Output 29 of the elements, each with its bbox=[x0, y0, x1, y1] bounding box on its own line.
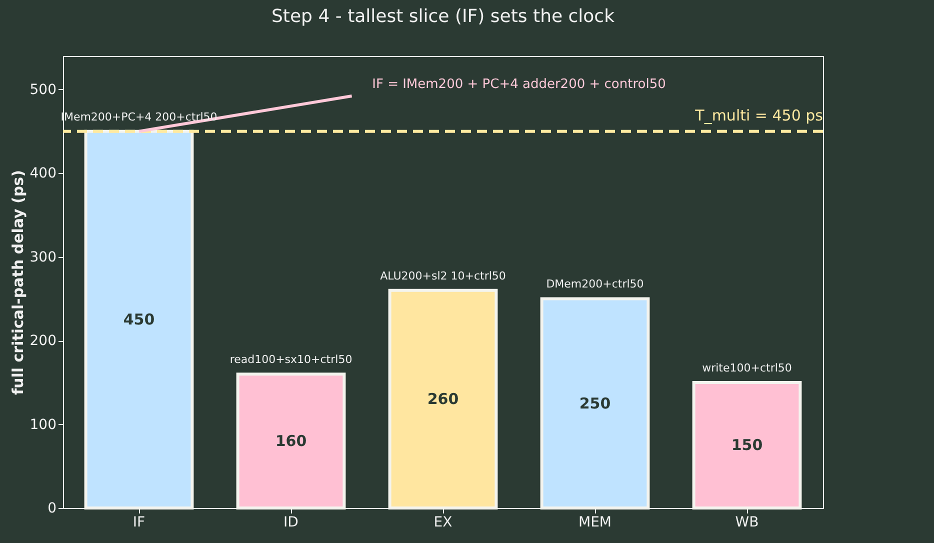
annotation: write100+ctrl50 bbox=[702, 361, 792, 374]
x-tick-label: IF bbox=[132, 514, 146, 530]
y-tick-label: 100 bbox=[30, 416, 56, 433]
bar bbox=[692, 380, 802, 510]
y-tick-label: 200 bbox=[30, 333, 56, 350]
bar bbox=[236, 372, 346, 510]
y-tick-label: 500 bbox=[30, 82, 56, 98]
chart-title: Step 4 - tallest slice (IF) sets the clock bbox=[271, 6, 616, 27]
annotation: DMem200+ctrl50 bbox=[546, 278, 644, 291]
bar bbox=[540, 297, 650, 510]
x-tick-label: ID bbox=[284, 514, 298, 530]
data-label: 450 bbox=[123, 310, 155, 329]
data-label: 260 bbox=[427, 390, 459, 408]
x-tick-label: MEM bbox=[578, 514, 612, 530]
x-tick-label: WB bbox=[735, 514, 759, 530]
bar bbox=[388, 288, 498, 510]
annotation: ALU200+sl2 10+ctrl50 bbox=[380, 269, 506, 282]
y-tick-label: 300 bbox=[30, 249, 56, 266]
annotation: IF = IMem200 + PC+4 adder200 + control50 bbox=[372, 77, 666, 92]
y-tick-label: 400 bbox=[30, 166, 56, 182]
x-tick-label: EX bbox=[434, 514, 453, 530]
data-label: 250 bbox=[579, 394, 611, 412]
y-axis-title: full critical-path delay (ps) bbox=[8, 170, 27, 395]
bar bbox=[84, 130, 194, 510]
data-label: 150 bbox=[731, 436, 763, 454]
y-tick-label: 0 bbox=[48, 500, 56, 516]
ref-line-label: T_multi = 450 ps bbox=[694, 106, 824, 124]
annotation: read100+sx10+ctrl50 bbox=[230, 353, 352, 366]
data-label: 160 bbox=[275, 432, 307, 450]
